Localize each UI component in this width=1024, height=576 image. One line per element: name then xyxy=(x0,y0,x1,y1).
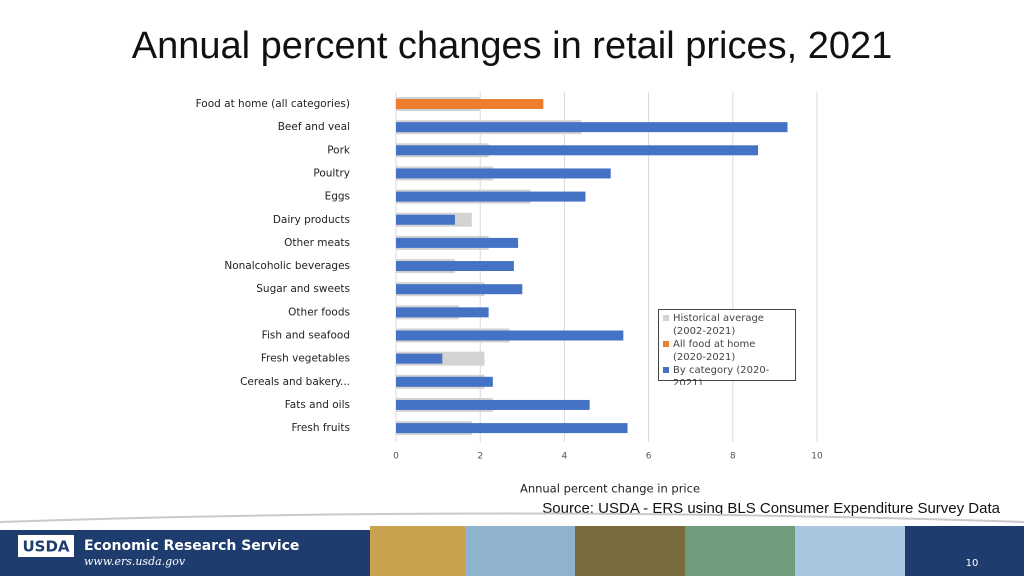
url: www.ers.usda.gov xyxy=(84,555,186,568)
x-tick-label: 6 xyxy=(646,452,652,462)
y-tick-label: Nonalcoholic beverages xyxy=(224,260,350,272)
y-tick-label: Poultry xyxy=(313,167,350,179)
legend-swatch xyxy=(663,341,669,347)
logo-box xyxy=(18,535,74,557)
y-tick-label: Pork xyxy=(327,144,351,156)
legend-item: All food at home (2020-2021) xyxy=(663,338,791,364)
y-tick-label: Other foods xyxy=(288,306,350,318)
chart-title: Annual percent changes in retail prices,… xyxy=(132,25,892,67)
legend-item: By category (2020-2021) xyxy=(663,364,791,385)
x-axis-label: Annual percent change in price xyxy=(520,482,700,496)
bar xyxy=(396,399,590,410)
photo xyxy=(575,526,685,576)
bar xyxy=(396,423,628,434)
logo: USDA xyxy=(22,538,69,556)
source-note: Source: USDA - ERS using BLS Consumer Ex… xyxy=(542,500,1000,517)
bar xyxy=(396,214,455,225)
bar xyxy=(396,237,519,248)
photo xyxy=(370,526,465,576)
divider xyxy=(0,512,1024,523)
y-tick-label: Beef and veal xyxy=(278,121,350,133)
y-tick-label: Fresh vegetables xyxy=(261,353,350,365)
legend-swatch xyxy=(663,367,669,373)
legend-label: By category (2020-2021) xyxy=(673,365,770,385)
bar xyxy=(396,330,624,341)
legend-label: All food at home (2020-2021) xyxy=(673,339,756,363)
bar xyxy=(396,376,493,387)
y-tick-label: Cereals and bakery... xyxy=(240,376,350,388)
bar xyxy=(396,284,523,295)
bar xyxy=(396,261,514,272)
legend-swatch xyxy=(663,315,669,321)
x-tick-label: 10 xyxy=(811,452,823,462)
y-tick-label: Fresh fruits xyxy=(292,422,350,434)
bar xyxy=(396,168,611,179)
y-tick-label: Other meats xyxy=(284,237,350,249)
y-tick-label: Fish and seafood xyxy=(262,330,350,342)
bar xyxy=(396,122,788,133)
photo xyxy=(795,526,905,576)
bar xyxy=(396,353,443,364)
photo xyxy=(685,526,795,576)
x-tick-label: 8 xyxy=(730,452,736,462)
bar xyxy=(396,145,759,156)
y-tick-label: Food at home (all categories) xyxy=(196,98,350,110)
photo xyxy=(465,526,575,576)
y-tick-label: Eggs xyxy=(325,191,350,203)
y-tick-label: Dairy products xyxy=(273,214,350,226)
y-tick-label: Sugar and sweets xyxy=(256,283,350,295)
bar xyxy=(396,307,489,318)
legend: Historical average (2002-2021)All food a… xyxy=(658,309,796,385)
page-number: 10 xyxy=(966,558,979,569)
y-tick-label: Fats and oils xyxy=(285,399,350,411)
bar xyxy=(396,191,586,202)
organization: Economic Research Service xyxy=(84,538,299,554)
x-tick-label: 2 xyxy=(477,452,483,462)
footer-band xyxy=(905,526,1024,576)
x-tick-label: 0 xyxy=(393,452,399,462)
bar xyxy=(396,99,544,109)
legend-label: Historical average (2002-2021) xyxy=(673,313,764,337)
legend-item: Historical average (2002-2021) xyxy=(663,312,791,338)
legend-box: Historical average (2002-2021) All food a… xyxy=(658,309,796,385)
x-tick-label: 4 xyxy=(562,452,568,462)
